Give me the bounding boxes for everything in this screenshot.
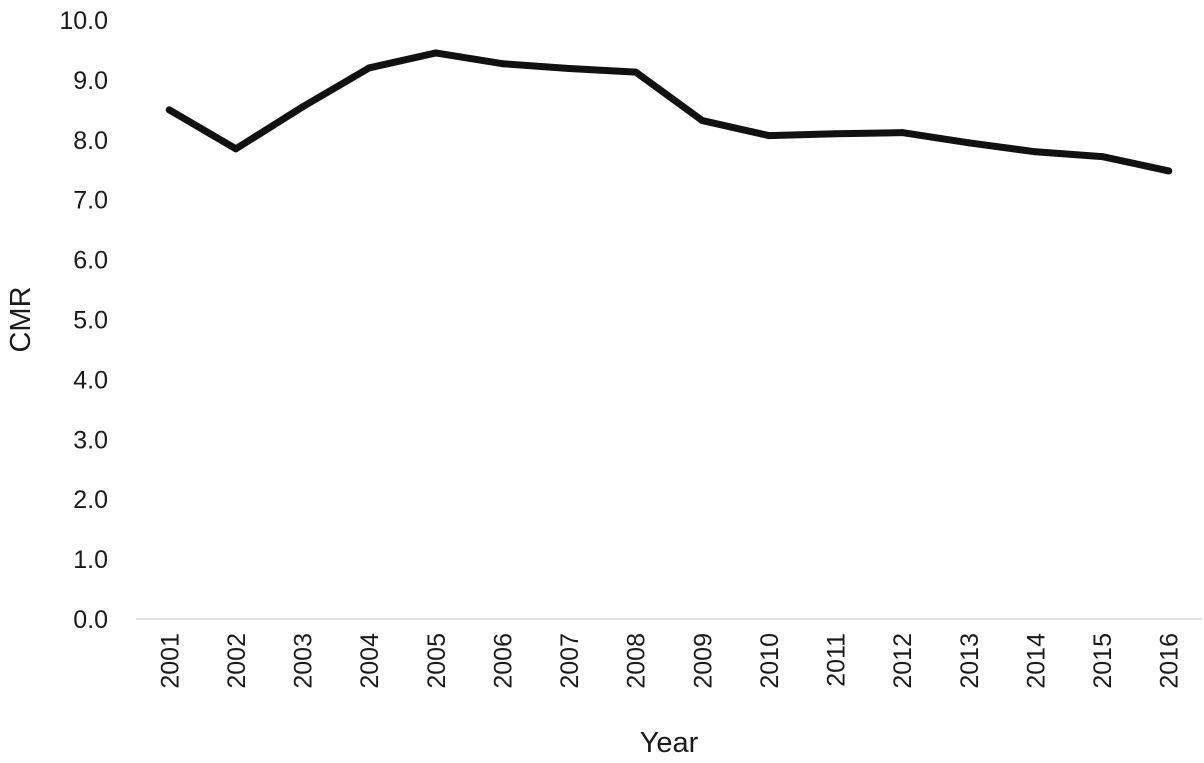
y-axis-title: CMR xyxy=(5,286,37,352)
x-tick-label: 2016 xyxy=(1156,633,1184,689)
data-point xyxy=(165,106,173,114)
data-point xyxy=(1031,148,1039,156)
y-tick-label: 2.0 xyxy=(73,486,108,514)
series-layer xyxy=(165,49,1173,175)
data-point xyxy=(565,65,573,72)
data-point xyxy=(832,130,840,138)
x-axis-title: Year xyxy=(640,727,699,759)
data-point xyxy=(365,64,373,72)
x-tick-label: 2010 xyxy=(756,633,784,689)
data-point xyxy=(1098,153,1106,161)
x-tick-label: 2013 xyxy=(956,633,984,689)
y-tick-label: 8.0 xyxy=(73,127,108,155)
x-tick-label: 2002 xyxy=(223,633,251,689)
y-tick-label: 6.0 xyxy=(73,247,108,275)
x-axis-tick-labels: 2001 2002 2003 2004 2005 2006 2007 2008 2009 2010… xyxy=(156,633,1183,689)
y-tick-label: 5.0 xyxy=(73,307,108,335)
x-tick-label: 2005 xyxy=(423,633,451,689)
x-tick-label: 2001 xyxy=(156,633,184,689)
data-point xyxy=(498,60,506,68)
x-tick-label: 2006 xyxy=(489,633,517,689)
y-axis-tick-labels: 0.0 1.0 2.0 3.0 4.0 5.0 6.0 7.0 8.0 9.0 10.0 xyxy=(59,7,108,634)
x-tick-label: 2009 xyxy=(689,633,717,689)
y-tick-label: 3.0 xyxy=(73,426,108,454)
x-tick-label: 2014 xyxy=(1022,633,1050,689)
x-tick-label: 2015 xyxy=(1089,633,1117,689)
x-tick-label: 2008 xyxy=(623,633,651,689)
data-point xyxy=(299,103,307,111)
data-point xyxy=(965,139,973,147)
data-point xyxy=(765,132,773,140)
y-tick-label: 0.0 xyxy=(73,606,108,634)
data-point xyxy=(698,117,706,125)
data-point xyxy=(432,49,440,57)
y-tick-label: 10.0 xyxy=(59,7,108,35)
data-point xyxy=(898,129,906,137)
y-tick-label: 1.0 xyxy=(73,546,108,574)
data-point xyxy=(632,68,640,76)
y-tick-label: 9.0 xyxy=(73,67,108,95)
data-point xyxy=(1165,167,1173,175)
data-point xyxy=(232,145,240,153)
x-tick-label: 2004 xyxy=(356,633,384,689)
y-tick-label: 7.0 xyxy=(73,187,108,215)
x-tick-label: 2003 xyxy=(290,633,318,689)
y-tick-label: 4.0 xyxy=(73,366,108,394)
x-tick-label: 2007 xyxy=(556,633,584,689)
x-tick-label: 2011 xyxy=(823,633,851,687)
series-line xyxy=(165,49,1173,175)
x-tick-label: 2012 xyxy=(889,633,917,689)
